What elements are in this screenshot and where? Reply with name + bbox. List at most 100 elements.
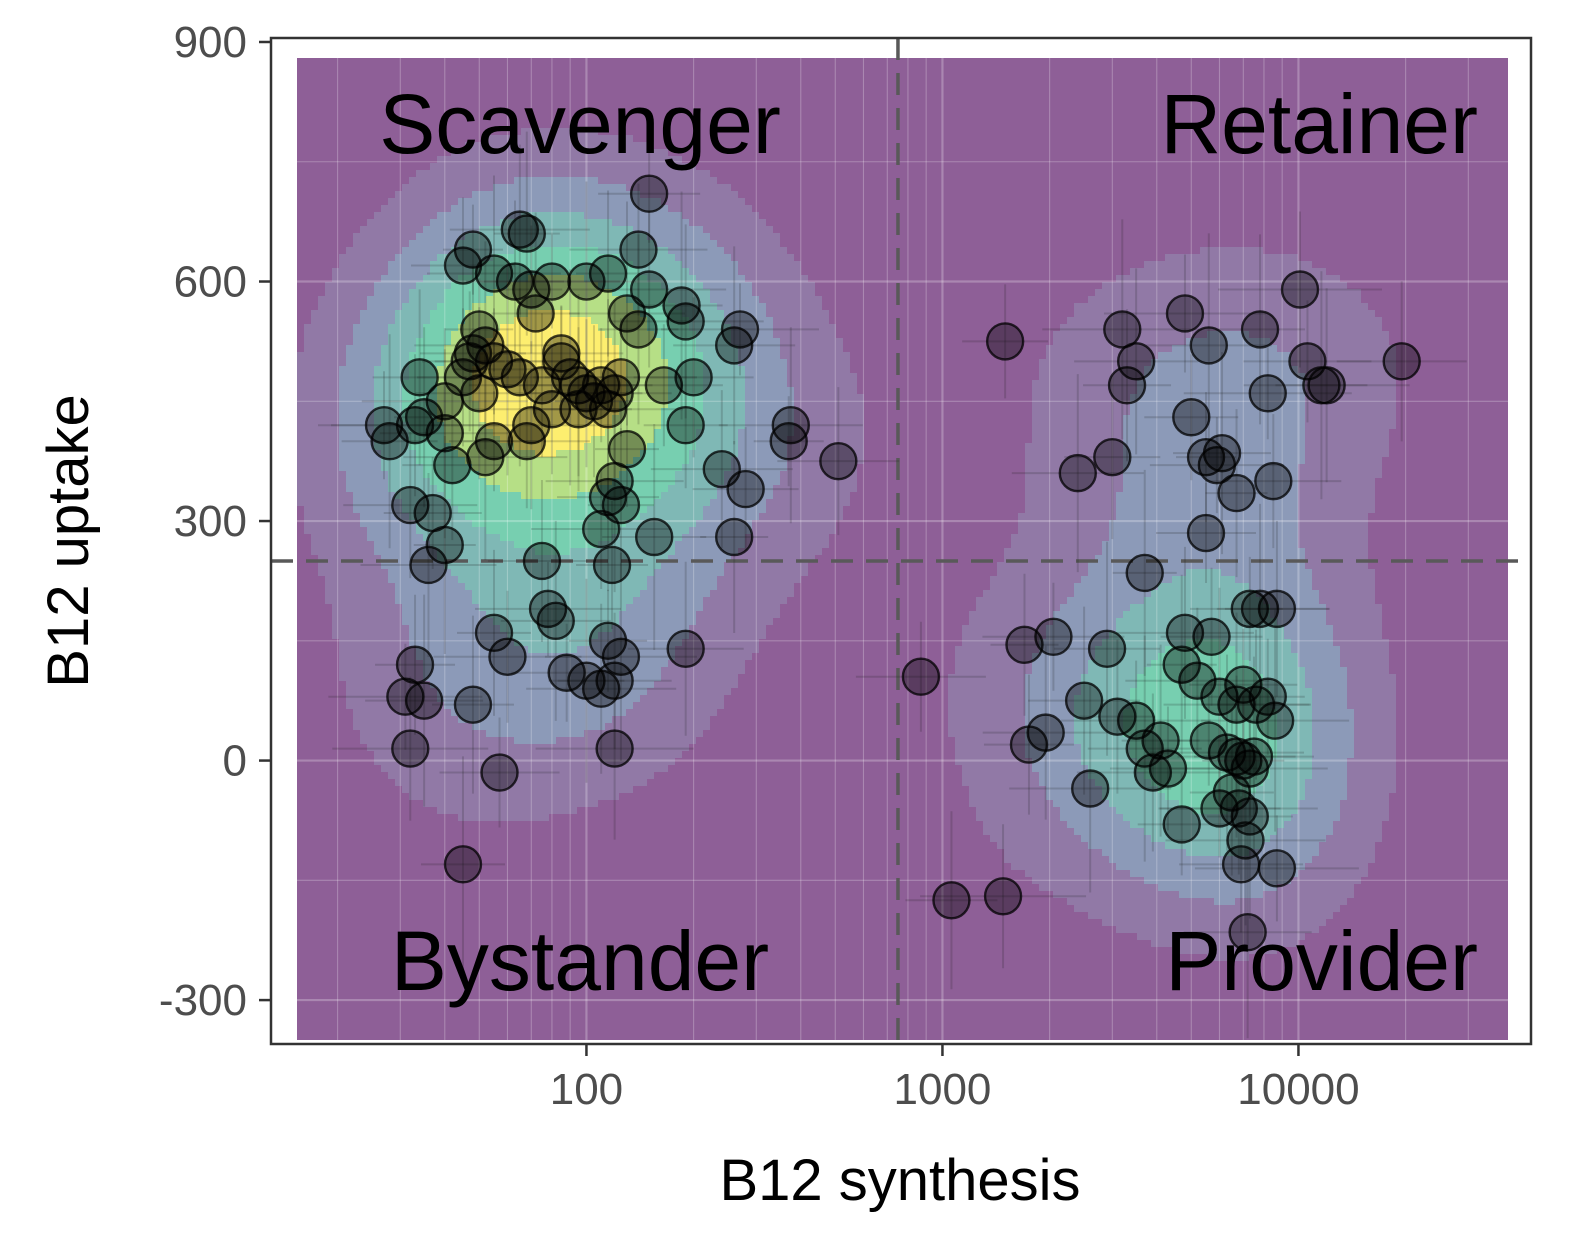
data-point — [726, 469, 765, 509]
data-point — [1133, 753, 1173, 792]
data-point — [1280, 270, 1320, 309]
data-point — [1217, 473, 1256, 513]
data-point — [1257, 849, 1297, 888]
data-point — [474, 613, 514, 653]
data-point — [1064, 681, 1104, 720]
data-point — [500, 210, 540, 249]
data-point — [629, 270, 669, 309]
quadrant-label-retainer: Retainer — [1160, 77, 1478, 171]
data-point — [1186, 513, 1226, 553]
x-tick-label: 100 — [550, 1065, 623, 1114]
data-point — [595, 729, 634, 768]
data-point — [567, 262, 606, 301]
data-point — [404, 398, 444, 437]
data-point — [547, 653, 586, 692]
data-point — [1070, 769, 1110, 808]
data-point — [1189, 326, 1229, 365]
data-point — [1202, 433, 1242, 473]
data-point — [666, 302, 705, 341]
data-point — [1178, 661, 1217, 700]
density-level-6 — [472, 310, 626, 457]
data-point — [666, 406, 705, 445]
data-point — [1230, 589, 1269, 629]
threshold-lines — [271, 38, 1531, 1044]
x-axis-title: B12 synthesis — [719, 1148, 1080, 1213]
data-point — [607, 429, 647, 469]
data-point — [983, 877, 1023, 916]
data-point — [443, 246, 483, 285]
data-point — [771, 406, 810, 445]
data-point — [629, 174, 669, 213]
data-point — [391, 729, 430, 768]
quadrant-label-bystander: Bystander — [391, 914, 769, 1008]
x-axis-ticks: 100 1000 10000 — [550, 1044, 1360, 1114]
data-point — [588, 621, 628, 661]
plot-border — [269, 36, 1533, 1046]
data-point — [1034, 617, 1073, 657]
data-point — [532, 262, 572, 301]
data-point — [1228, 913, 1267, 952]
data-point — [1087, 629, 1127, 668]
data-point — [1230, 797, 1269, 836]
data-point — [1005, 625, 1044, 664]
y-axis-ticks: 900 600 300 0 -300 — [159, 18, 271, 1025]
data-point — [1257, 589, 1297, 629]
data-point — [1200, 789, 1239, 828]
data-point — [1240, 310, 1280, 349]
data-point — [588, 254, 628, 293]
data-point — [1217, 685, 1256, 724]
data-point — [507, 421, 547, 461]
data-point — [644, 366, 684, 405]
data-point — [666, 629, 705, 668]
data-point — [674, 358, 713, 397]
quadrant-label-scavenger: Scavenger — [379, 77, 781, 171]
data-point — [488, 637, 527, 676]
data-point — [581, 509, 621, 549]
data-point — [1192, 617, 1231, 657]
data-point — [1172, 398, 1211, 437]
data-point — [1148, 749, 1188, 788]
data-point — [512, 270, 551, 309]
data-point — [1058, 453, 1098, 493]
x-tick-label: 10000 — [1237, 1065, 1359, 1114]
data-point — [453, 685, 493, 724]
data-point — [901, 657, 941, 696]
data-point — [714, 326, 754, 365]
data-point — [1116, 342, 1156, 381]
data-point — [474, 254, 514, 293]
data-point — [559, 390, 598, 429]
data-point — [500, 358, 540, 397]
grid-lines — [271, 38, 1531, 1044]
data-point — [592, 545, 632, 585]
data-point — [1254, 461, 1293, 501]
data-point — [1221, 845, 1261, 884]
data-point — [532, 390, 572, 429]
data-point — [985, 322, 1025, 361]
data-point — [409, 545, 448, 585]
data-point — [536, 601, 575, 641]
data-point — [635, 517, 674, 557]
y-tick-label: 0 — [223, 737, 247, 786]
data-point — [1107, 366, 1147, 405]
data-point — [522, 541, 562, 581]
data-point — [1165, 294, 1205, 333]
y-tick-label: -300 — [159, 976, 247, 1025]
data-point — [1248, 677, 1287, 716]
data-point — [1224, 665, 1263, 704]
data-point — [425, 525, 464, 565]
data-point — [425, 414, 464, 453]
data-point — [1009, 725, 1049, 764]
y-tick-label: 300 — [174, 497, 247, 546]
data-point — [512, 406, 551, 445]
data-point — [769, 421, 808, 461]
data-point — [433, 445, 472, 485]
data-point — [932, 881, 971, 920]
data-point — [395, 645, 435, 684]
data-point — [542, 334, 581, 373]
data-point — [714, 517, 754, 557]
data-point — [413, 493, 452, 533]
data-point — [1162, 805, 1201, 844]
data-point — [1382, 342, 1421, 381]
data-point — [480, 753, 519, 792]
